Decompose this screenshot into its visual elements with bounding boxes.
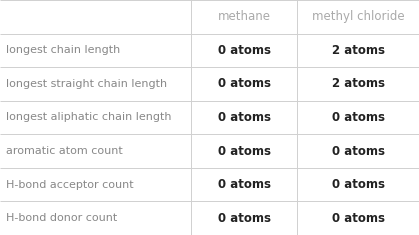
Text: 0 atoms: 0 atoms — [332, 178, 385, 191]
Text: 0 atoms: 0 atoms — [332, 212, 385, 225]
Text: 0 atoms: 0 atoms — [217, 145, 271, 158]
Text: 2 atoms: 2 atoms — [332, 44, 385, 57]
Text: 0 atoms: 0 atoms — [332, 145, 385, 158]
Text: longest straight chain length: longest straight chain length — [6, 79, 168, 89]
Text: methane: methane — [217, 10, 271, 23]
Text: longest aliphatic chain length: longest aliphatic chain length — [6, 113, 172, 122]
Text: aromatic atom count: aromatic atom count — [6, 146, 123, 156]
Text: 2 atoms: 2 atoms — [332, 77, 385, 90]
Text: 0 atoms: 0 atoms — [217, 212, 271, 225]
Text: H-bond donor count: H-bond donor count — [6, 213, 118, 223]
Text: methyl chloride: methyl chloride — [312, 10, 405, 23]
Text: 0 atoms: 0 atoms — [217, 44, 271, 57]
Text: 0 atoms: 0 atoms — [217, 111, 271, 124]
Text: 0 atoms: 0 atoms — [217, 178, 271, 191]
Text: longest chain length: longest chain length — [6, 45, 121, 55]
Text: 0 atoms: 0 atoms — [217, 77, 271, 90]
Text: H-bond acceptor count: H-bond acceptor count — [6, 180, 134, 190]
Text: 0 atoms: 0 atoms — [332, 111, 385, 124]
